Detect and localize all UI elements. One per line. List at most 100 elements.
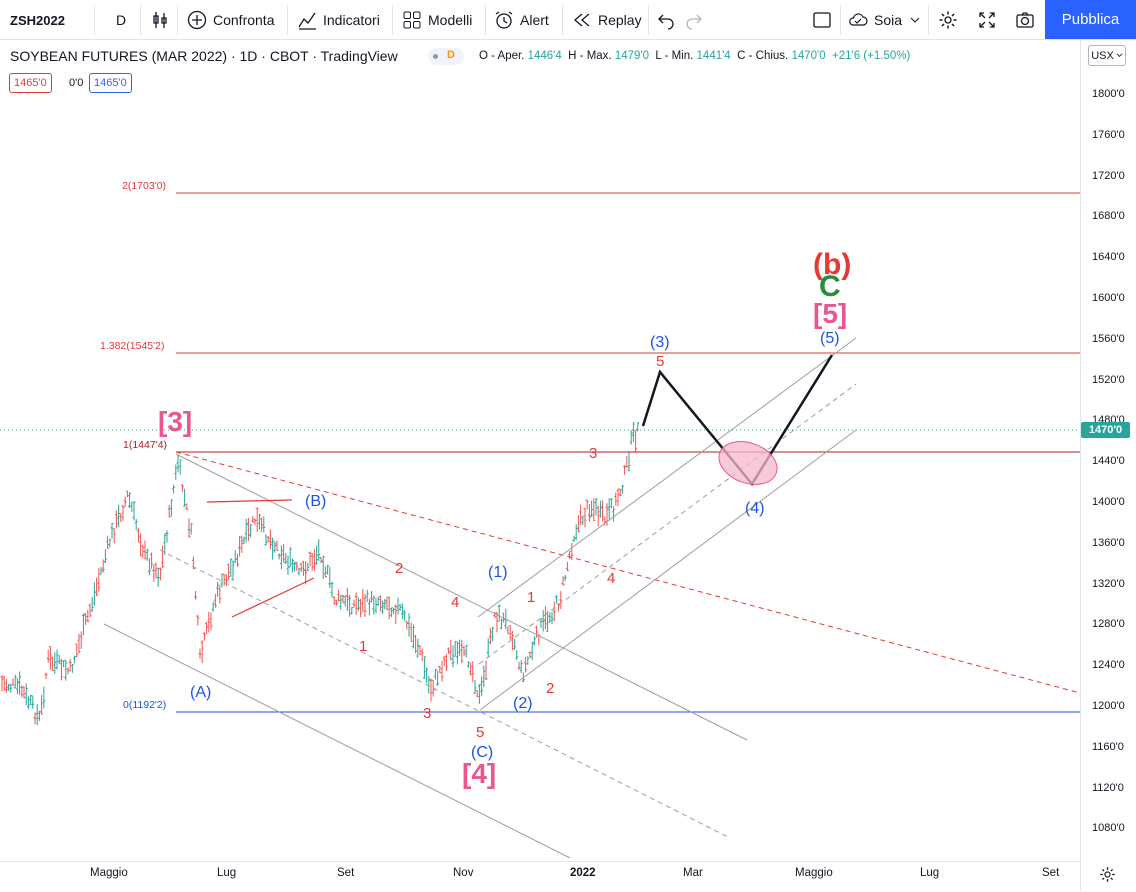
fib-label-1382: 1.382(1545'2) — [100, 340, 165, 352]
wave-label-4-red-a: 4 — [451, 594, 460, 611]
indicators-icon — [298, 12, 316, 30]
sell-price-box[interactable]: 1465'0 — [9, 73, 52, 93]
toolbar-divider — [485, 5, 486, 35]
expand-icon — [979, 12, 995, 28]
replay-button[interactable]: Replay — [572, 0, 642, 40]
wave-label-3-big: [3] — [158, 406, 193, 437]
layout-menu-button[interactable]: Soia — [848, 0, 920, 40]
wave-label-B: (B) — [305, 493, 327, 510]
wave-label-1-red-b: 1 — [527, 589, 536, 606]
wave-label-1-red-a: 1 — [359, 638, 368, 655]
alert-label: Alert — [520, 12, 549, 28]
price-tick-label: 1640'0 — [1092, 251, 1125, 264]
wave-label-1-blue: (1) — [488, 564, 508, 581]
top-toolbar: ZSH2022 D Confronta Indicatori Modelli A… — [0, 0, 1136, 40]
undo-icon — [658, 14, 674, 30]
buy-price-box[interactable]: 1465'0 — [89, 73, 132, 93]
replay-label: Replay — [598, 12, 642, 28]
wave-label-b: (b) — [813, 248, 852, 281]
time-tick-label: Set — [337, 867, 355, 879]
high-value: 1479'0 — [614, 50, 650, 62]
wave-label-5-big: [5] — [813, 298, 848, 329]
time-axis[interactable] — [0, 861, 1080, 892]
settings-button[interactable] — [938, 0, 964, 40]
undo-button[interactable] — [656, 0, 682, 40]
open-value: 1446'4 — [527, 50, 562, 62]
toolbar-divider — [392, 5, 393, 35]
gear-icon — [1100, 867, 1115, 882]
time-tick-label: Maggio — [90, 867, 128, 879]
triangle-bottom-line[interactable] — [231, 577, 315, 618]
price-axis[interactable] — [1080, 40, 1136, 891]
time-tick-label: Lug — [217, 867, 237, 879]
wave-label-4-blue: (4) — [745, 500, 765, 517]
wave-label-5-red-b: 5 — [656, 353, 665, 370]
trendline-red-dashed[interactable] — [175, 451, 1080, 694]
currency-selector[interactable]: USX — [1088, 45, 1126, 66]
compare-button[interactable]: Confronta — [187, 0, 274, 40]
up-channel-lower-line[interactable] — [479, 429, 857, 711]
time-tick-label: Maggio — [795, 867, 833, 879]
price-bars — [0, 422, 640, 726]
low-label: L - Min. — [655, 50, 694, 62]
toolbar-divider — [928, 5, 929, 35]
price-tick-label: 1680'0 — [1092, 210, 1125, 223]
alert-button[interactable]: Alert — [494, 0, 549, 40]
toolbar-divider — [287, 5, 288, 35]
time-tick-label: 2022 — [570, 867, 596, 879]
price-tick-label: 1520'0 — [1092, 373, 1125, 386]
time-tick-label: Lug — [920, 867, 940, 879]
indicators-label: Indicatori — [323, 12, 380, 28]
wave-label-3-blue: (3) — [650, 334, 670, 351]
target-zone-ellipse[interactable] — [713, 434, 783, 492]
ohlc-values: O - Aper. 1446'4 H - Max. 1479'0 L - Min… — [479, 50, 910, 62]
price-tick-label: 1280'0 — [1092, 618, 1125, 631]
up-channel-upper-line[interactable] — [477, 337, 857, 618]
redo-button[interactable] — [684, 0, 710, 40]
toolbar-divider — [140, 5, 141, 35]
alarm-clock-icon — [495, 11, 513, 29]
price-tick-label: 1120'0 — [1092, 781, 1124, 794]
rewind-icon — [574, 13, 590, 27]
symbol-search-button[interactable]: ZSH2022 — [10, 12, 65, 28]
projection-path[interactable] — [641, 354, 834, 487]
snapshot-button[interactable] — [1015, 0, 1041, 40]
interval-button[interactable]: D — [116, 12, 127, 28]
wave-label-3-red-a: 3 — [423, 705, 432, 722]
price-tick-label: 1720'0 — [1092, 169, 1125, 182]
price-tick-label: 1160'0 — [1092, 740, 1124, 753]
price-tick-label: 1800'0 — [1092, 88, 1125, 100]
time-tick-label: Mar — [683, 867, 703, 879]
channel-upper-line[interactable] — [175, 453, 748, 741]
toolbar-divider — [648, 5, 649, 35]
templates-button[interactable]: Modelli — [402, 0, 472, 40]
channel-lower-line[interactable] — [103, 623, 571, 859]
delay-badge-label: D — [447, 49, 455, 61]
price-tick-label: 1240'0 — [1092, 659, 1125, 672]
fullscreen-layout-button[interactable] — [812, 0, 838, 40]
price-tick-label: 1600'0 — [1092, 292, 1125, 304]
fib-label-0: 0(1192'2) — [123, 699, 167, 711]
currency-label: USX — [1091, 49, 1114, 62]
toolbar-divider — [840, 5, 841, 35]
chart-type-button[interactable] — [150, 0, 176, 40]
symbol-legend-title: SOYBEAN FUTURES (MAR 2022) · 1D · CBOT ·… — [10, 48, 398, 64]
channel-mid-line[interactable] — [159, 549, 731, 839]
toolbar-divider — [177, 5, 178, 35]
status-dot-icon — [433, 54, 438, 59]
triangle-top-line[interactable] — [206, 499, 293, 503]
plus-circle-icon — [187, 10, 207, 30]
price-tick-label: 1360'0 — [1092, 536, 1125, 549]
publish-button[interactable]: Pubblica — [1045, 0, 1136, 39]
up-channel-mid-line[interactable] — [478, 383, 857, 665]
wave-label-4-red-b: 4 — [607, 570, 616, 587]
price-chart-canvas[interactable] — [0, 41, 1080, 861]
time-tick-label: Nov — [453, 867, 474, 879]
wave-label-5-blue: (5) — [820, 330, 840, 347]
chart-settings-button[interactable] — [1099, 866, 1116, 888]
fullscreen-button[interactable] — [977, 0, 1003, 40]
data-status-badge[interactable]: D — [428, 48, 464, 65]
time-tick-label: Set — [1042, 867, 1060, 879]
indicators-button[interactable]: Indicatori — [297, 0, 380, 40]
chevron-down-icon — [910, 17, 920, 23]
